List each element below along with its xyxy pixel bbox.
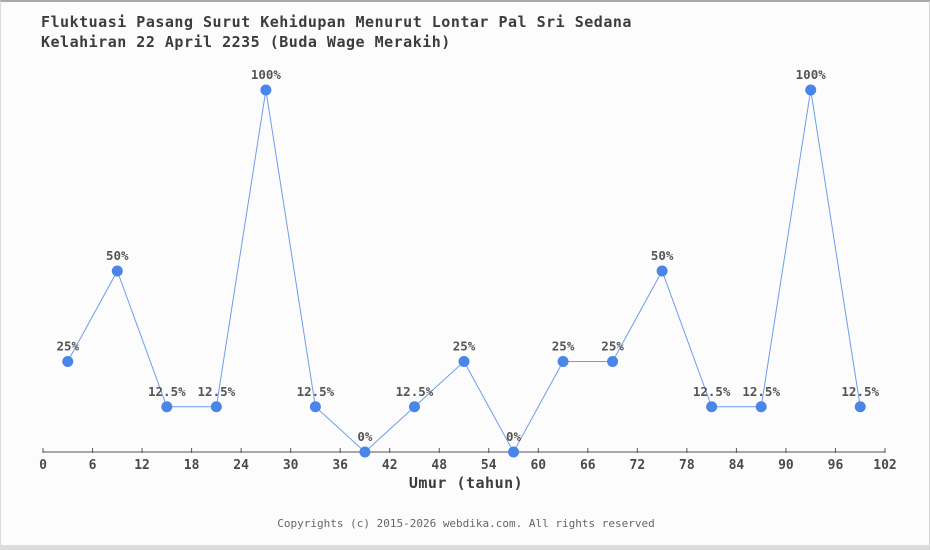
line-chart: 0 6 12 18 24 30 36 42 48 54 60 66 72 78 84 90 96 102 25% 50…	[39, 67, 897, 472]
x-axis-tick-label: 84	[729, 458, 745, 472]
data-point-label: 50%	[651, 248, 674, 263]
x-axis-tick-label: 24	[233, 458, 249, 472]
data-point-label: 100%	[251, 67, 282, 82]
x-axis-tick-label: 78	[679, 458, 695, 472]
x-axis-tick-label: 90	[778, 458, 794, 472]
data-point-label: 12.5%	[148, 384, 186, 399]
x-axis-tick-label: 66	[580, 458, 596, 472]
data-point-marker	[854, 401, 866, 413]
x-axis-tick-label: 12	[134, 458, 150, 472]
x-axis-tick-label: 30	[283, 458, 299, 472]
x-axis-tick-label: 36	[332, 458, 348, 472]
x-axis-tick-label: 0	[39, 458, 47, 472]
x-axis-tick-label: 6	[89, 458, 97, 472]
data-point-marker	[111, 265, 123, 277]
data-point-marker	[805, 84, 817, 96]
x-axis-tick-label: 60	[530, 458, 546, 472]
data-point-marker	[161, 401, 173, 413]
x-axis-label: Umur (tahun)	[408, 474, 524, 492]
data-point-label: 12.5%	[396, 384, 434, 399]
chart-title: Fluktuasi Pasang Surut Kehidupan Menurut…	[41, 12, 632, 52]
chart-title-line1: Fluktuasi Pasang Surut Kehidupan Menurut…	[41, 13, 632, 31]
x-axis-tick-label: 102	[873, 458, 896, 472]
data-point-marker	[359, 446, 371, 458]
data-point-label: 25%	[601, 339, 624, 354]
footer-copyright: Copyrights (c) 2015-2026 webdika.com. Al…	[277, 517, 655, 530]
data-point-label: 12.5%	[198, 384, 236, 399]
data-point-label: 25%	[453, 339, 476, 354]
data-point-label: 25%	[552, 339, 575, 354]
x-axis-tick-label: 96	[828, 458, 844, 472]
data-point-label: 12.5%	[693, 384, 731, 399]
x-axis-tick-label: 42	[382, 458, 398, 472]
data-point-label: 12.5%	[297, 384, 335, 399]
data-point-marker	[706, 401, 718, 413]
data-point-label: 50%	[106, 248, 129, 263]
data-point-label: 12.5%	[742, 384, 780, 399]
data-point-marker	[755, 401, 767, 413]
data-point-marker	[408, 401, 420, 413]
data-point-label: 0%	[357, 429, 373, 444]
data-point-label: 100%	[796, 67, 827, 82]
x-axis-tick-label: 48	[431, 458, 447, 472]
data-point-marker	[508, 446, 520, 458]
data-point-marker	[458, 356, 470, 367]
x-axis-tick-label: 18	[184, 458, 200, 472]
data-point-marker	[309, 401, 321, 413]
bottom-edge-strip	[1, 545, 929, 550]
data-point-marker	[656, 265, 668, 277]
data-point-label: 0%	[506, 429, 522, 444]
data-point-marker	[260, 84, 272, 96]
data-point-label: 12.5%	[841, 384, 879, 399]
data-point-marker	[607, 356, 619, 367]
data-point-marker	[557, 356, 569, 367]
x-axis-tick-label: 54	[481, 458, 497, 472]
data-point-label: 25%	[56, 339, 79, 354]
data-point-marker	[210, 401, 222, 413]
data-point-marker	[62, 356, 74, 367]
x-axis-tick-label: 72	[630, 458, 646, 472]
chart-title-line2: Kelahiran 22 April 2235 (Buda Wage Merak…	[41, 33, 451, 51]
